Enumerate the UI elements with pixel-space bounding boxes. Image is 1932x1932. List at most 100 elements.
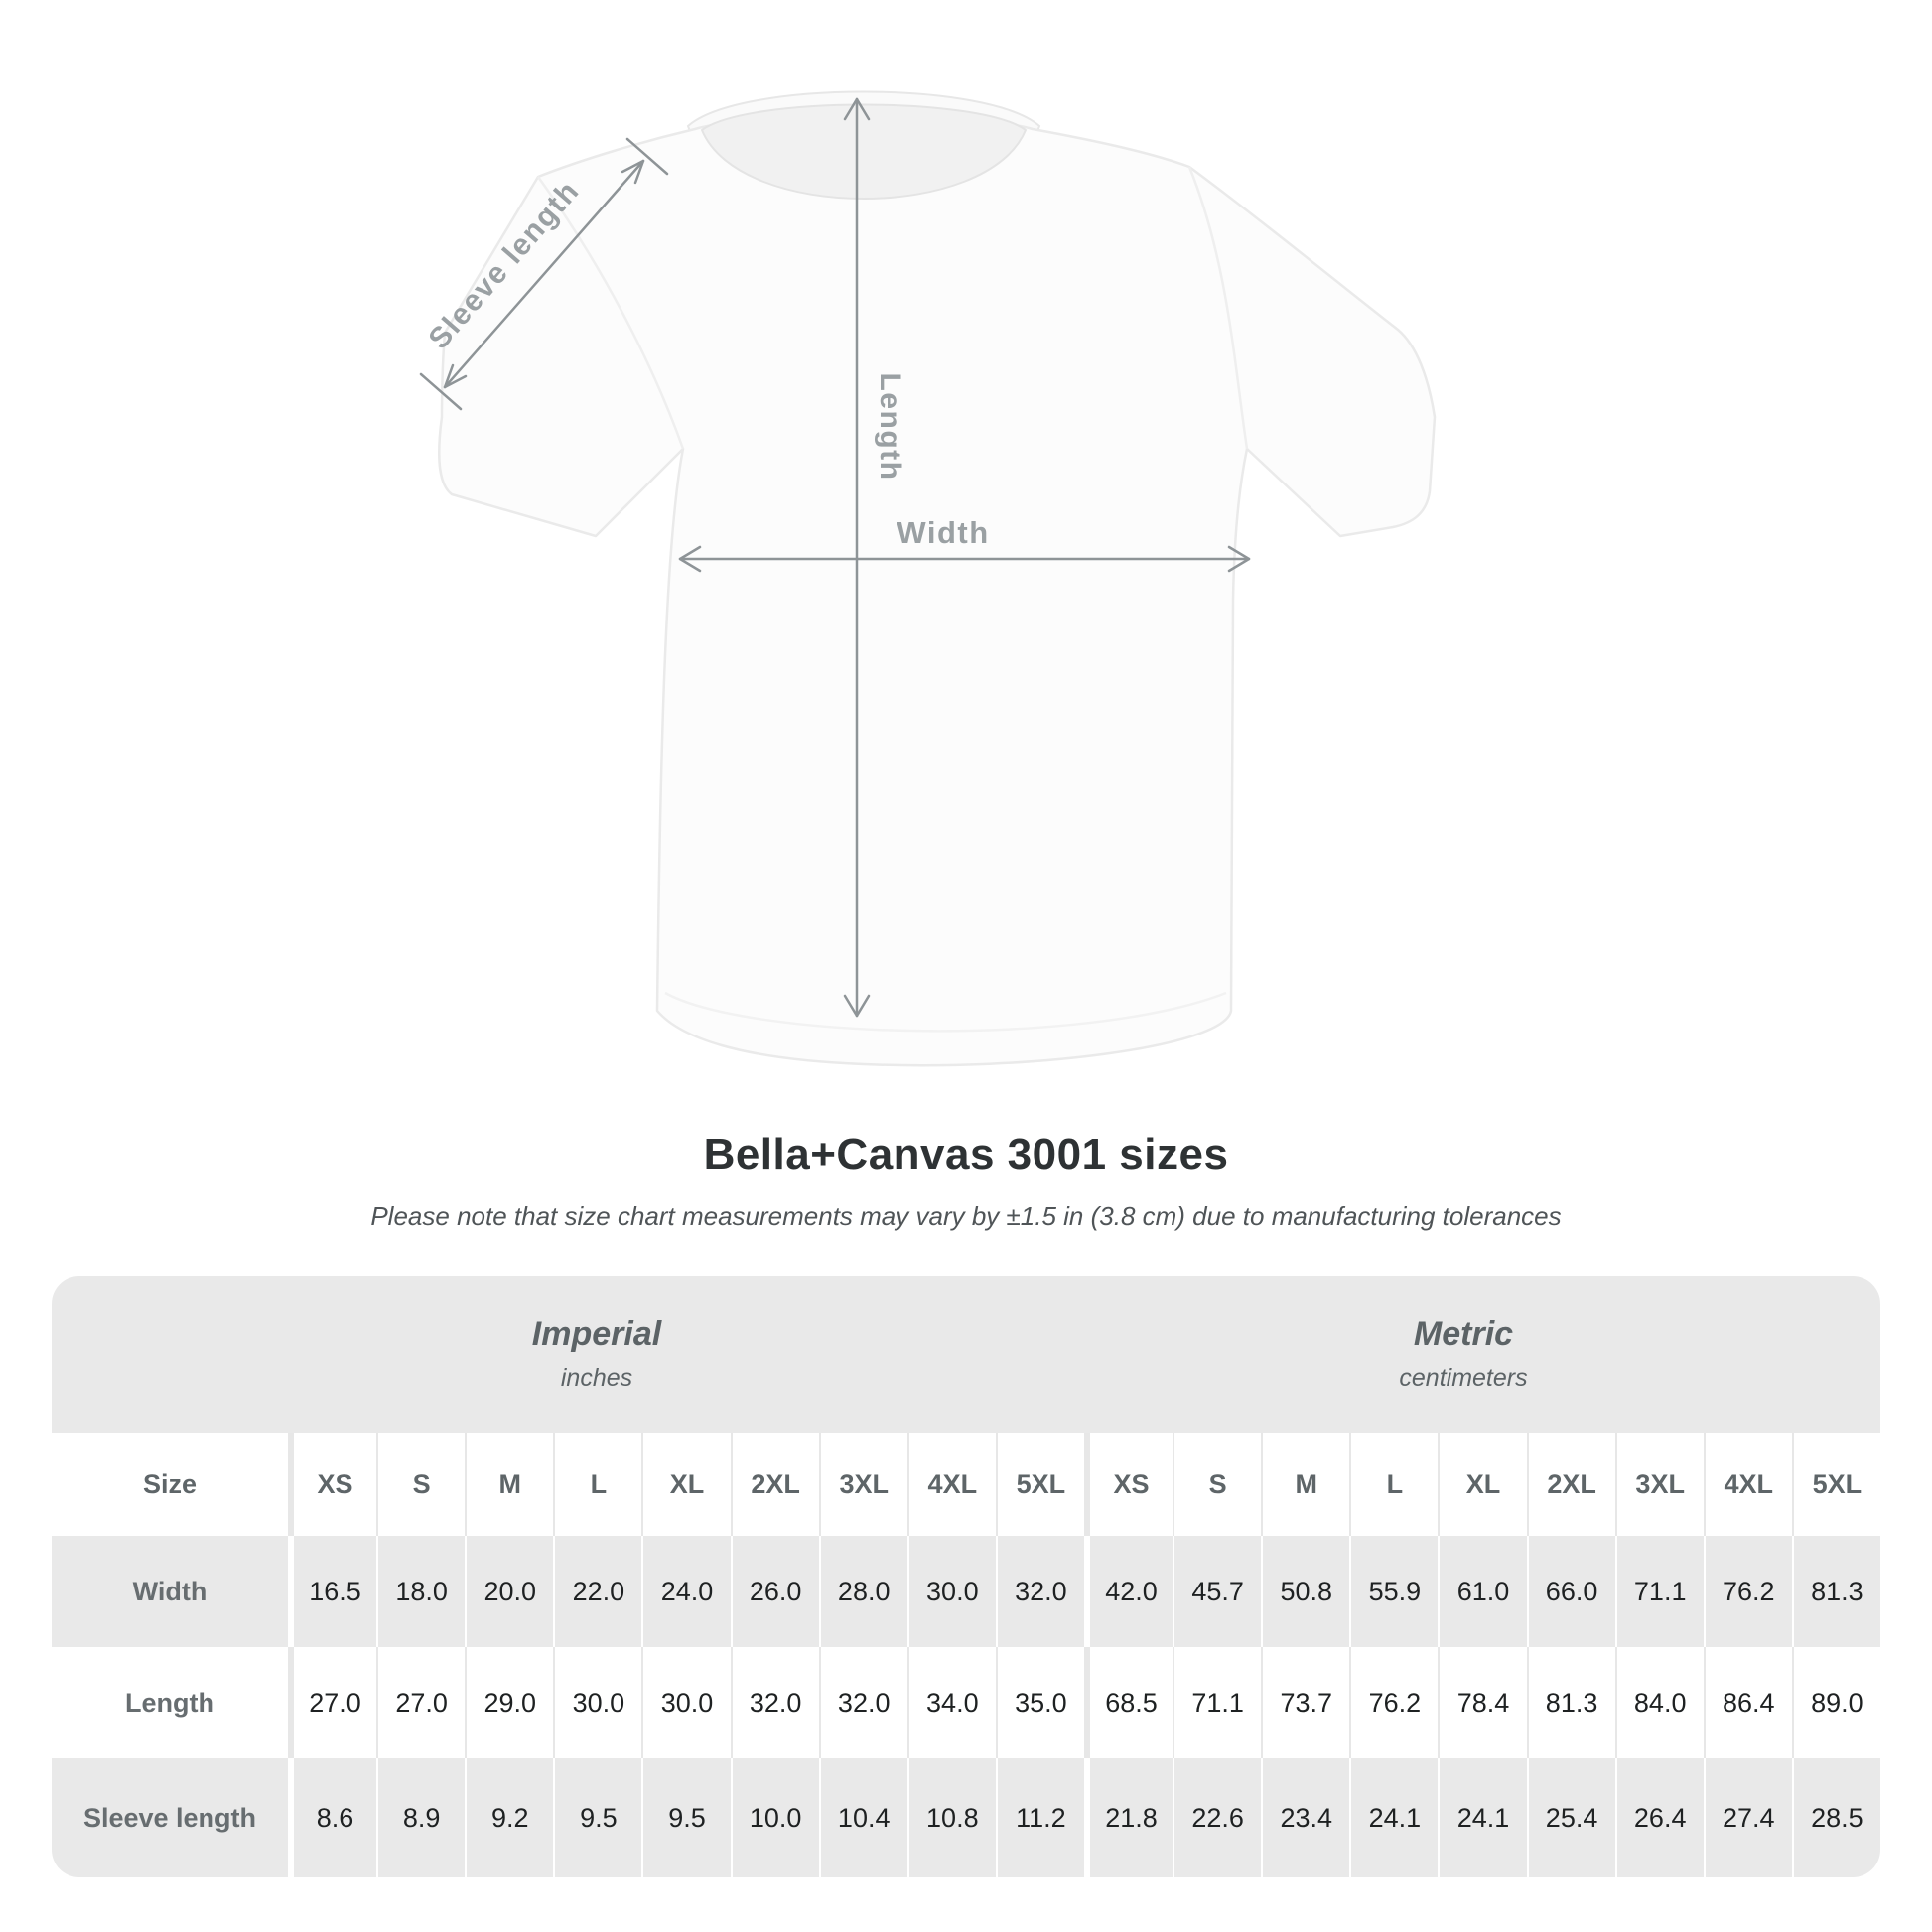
- value-cell: 84.0: [1614, 1647, 1704, 1758]
- neck-opening: [700, 103, 1028, 200]
- group-label: Metric: [1413, 1315, 1514, 1353]
- value-cell: 22.6: [1173, 1758, 1262, 1877]
- width-dimension-arrow: [678, 545, 1251, 573]
- size-table-container: Imperial inches Metric centimeters Size XS S M L…: [52, 1276, 1880, 1877]
- value-cell: 24.1: [1438, 1758, 1527, 1877]
- page-title: Bella+Canvas 3001 sizes: [703, 1130, 1229, 1178]
- width-label: Width: [897, 515, 989, 550]
- value-cell: 50.8: [1261, 1536, 1350, 1647]
- imperial-size-column-header: 5XL: [995, 1433, 1084, 1536]
- imperial-size-column-header: XL: [641, 1433, 731, 1536]
- metric-size-column-header: XL: [1438, 1433, 1527, 1536]
- value-cell: 18.0: [376, 1536, 466, 1647]
- metric-size-column-header: 2XL: [1526, 1433, 1615, 1536]
- title-block: Bella+Canvas 3001 sizes Please note that…: [0, 1130, 1932, 1232]
- value-cell: 61.0: [1438, 1536, 1527, 1647]
- value-cell: 27.0: [376, 1647, 466, 1758]
- row-label: Length: [52, 1647, 288, 1758]
- value-cell: 24.1: [1349, 1758, 1439, 1877]
- value-cell: 34.0: [906, 1647, 996, 1758]
- value-cell: 10.0: [730, 1758, 819, 1877]
- imperial-size-column-header: S: [376, 1433, 466, 1536]
- value-cell: 30.0: [641, 1647, 731, 1758]
- imperial-size-column-header: 2XL: [730, 1433, 819, 1536]
- value-cell: 30.0: [553, 1647, 642, 1758]
- metric-size-column-header: 3XL: [1614, 1433, 1704, 1536]
- group-units-label: inches: [560, 1364, 633, 1392]
- value-cell: 16.5: [288, 1536, 377, 1647]
- metric-size-column-header: 4XL: [1703, 1433, 1792, 1536]
- metric-size-column-header: 5XL: [1791, 1433, 1880, 1536]
- imperial-size-column-header: L: [553, 1433, 642, 1536]
- row-label: Width: [52, 1536, 288, 1647]
- value-cell: 76.2: [1703, 1536, 1792, 1647]
- value-cell: 73.7: [1261, 1647, 1350, 1758]
- value-cell: 89.0: [1791, 1647, 1880, 1758]
- group-label: Imperial: [531, 1315, 662, 1353]
- length-dimension-arrow: [843, 97, 871, 1018]
- value-cell: 28.0: [818, 1536, 907, 1647]
- unit-group-header-band: Imperial inches Metric centimeters: [52, 1276, 1880, 1433]
- metric-size-column-header: XS: [1083, 1433, 1173, 1536]
- value-cell: 25.4: [1526, 1758, 1615, 1877]
- value-cell: 71.1: [1614, 1536, 1704, 1647]
- page-subtitle: Please note that size chart measurements…: [370, 1201, 1562, 1231]
- value-cell: 32.0: [995, 1536, 1084, 1647]
- value-cell: 9.2: [465, 1758, 554, 1877]
- value-cell: 32.0: [818, 1647, 907, 1758]
- value-cell: 9.5: [641, 1758, 731, 1877]
- value-cell: 68.5: [1083, 1647, 1173, 1758]
- value-cell: 35.0: [995, 1647, 1084, 1758]
- imperial-size-column-header: M: [465, 1433, 554, 1536]
- tshirt-body: [437, 115, 1437, 1067]
- tshirt-measurement-diagram: Sleeve length Length Width: [392, 65, 1494, 1097]
- value-cell: 55.9: [1349, 1536, 1439, 1647]
- value-cell: 42.0: [1083, 1536, 1173, 1647]
- metric-size-column-header: S: [1173, 1433, 1262, 1536]
- value-cell: 86.4: [1703, 1647, 1792, 1758]
- sleeve-length-dimension-arrow: [419, 137, 669, 411]
- value-cell: 27.4: [1703, 1758, 1792, 1877]
- imperial-size-column-header: 4XL: [906, 1433, 996, 1536]
- value-cell: 11.2: [995, 1758, 1084, 1877]
- value-cell: 10.8: [906, 1758, 996, 1877]
- value-cell: 81.3: [1791, 1536, 1880, 1647]
- size-corner-header: Size: [52, 1433, 288, 1536]
- value-cell: 9.5: [553, 1758, 642, 1877]
- imperial-size-column-header: 3XL: [818, 1433, 907, 1536]
- imperial-size-column-header: XS: [288, 1433, 377, 1536]
- value-cell: 21.8: [1083, 1758, 1173, 1877]
- value-cell: 23.4: [1261, 1758, 1350, 1877]
- value-cell: 8.9: [376, 1758, 466, 1877]
- value-cell: 26.4: [1614, 1758, 1704, 1877]
- group-units-label: centimeters: [1399, 1364, 1528, 1392]
- value-cell: 71.1: [1173, 1647, 1262, 1758]
- hem-stitch-line: [664, 991, 1227, 1033]
- imperial-group-header: Imperial inches: [299, 1315, 895, 1393]
- value-cell: 8.6: [288, 1758, 377, 1877]
- length-label: Length: [874, 373, 906, 482]
- value-cell: 81.3: [1526, 1647, 1615, 1758]
- size-table: Imperial inches Metric centimeters Size XS S M L…: [52, 1276, 1880, 1877]
- value-cell: 27.0: [288, 1647, 377, 1758]
- value-cell: 20.0: [465, 1536, 554, 1647]
- value-cell: 32.0: [730, 1647, 819, 1758]
- value-cell: 30.0: [906, 1536, 996, 1647]
- value-cell: 24.0: [641, 1536, 731, 1647]
- value-cell: 28.5: [1791, 1758, 1880, 1877]
- row-label: Sleeve length: [52, 1758, 288, 1877]
- tshirt-illustration: Sleeve length Length Width: [419, 90, 1437, 1067]
- value-cell: 29.0: [465, 1647, 554, 1758]
- left-armhole-seam: [536, 176, 685, 450]
- value-cell: 26.0: [730, 1536, 819, 1647]
- metric-size-column-header: M: [1261, 1433, 1350, 1536]
- metric-group-header: Metric centimeters: [1166, 1315, 1761, 1393]
- metric-size-column-header: L: [1349, 1433, 1439, 1536]
- value-cell: 45.7: [1173, 1536, 1262, 1647]
- value-cell: 22.0: [553, 1536, 642, 1647]
- value-cell: 76.2: [1349, 1647, 1439, 1758]
- value-cell: 78.4: [1438, 1647, 1527, 1758]
- value-cell: 66.0: [1526, 1536, 1615, 1647]
- right-armhole-seam: [1187, 166, 1249, 450]
